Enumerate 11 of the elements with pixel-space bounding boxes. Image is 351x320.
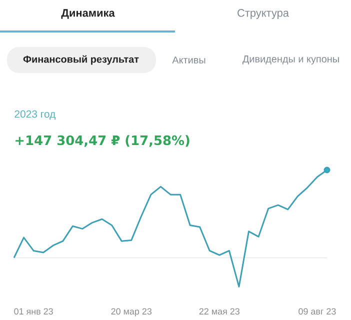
text: Финансовый результат <box>23 55 139 65</box>
x-tick-label: 20 мар 23 <box>111 308 152 316</box>
text: Структура <box>238 9 289 19</box>
x-tick-label: 01 янв 23 <box>14 308 53 315</box>
text: Дивиденды и купоны <box>242 56 339 64</box>
chart-subtitle: +147 304,47 ₽ (17,58%) <box>16 135 190 147</box>
x-tick-label: 22 мая 23 <box>199 308 240 315</box>
text: Активы <box>172 56 206 64</box>
chart-title: 2023 год <box>14 110 56 120</box>
text: Динамика <box>61 9 115 19</box>
x-tick-label: 09 авг 23 <box>298 308 336 315</box>
